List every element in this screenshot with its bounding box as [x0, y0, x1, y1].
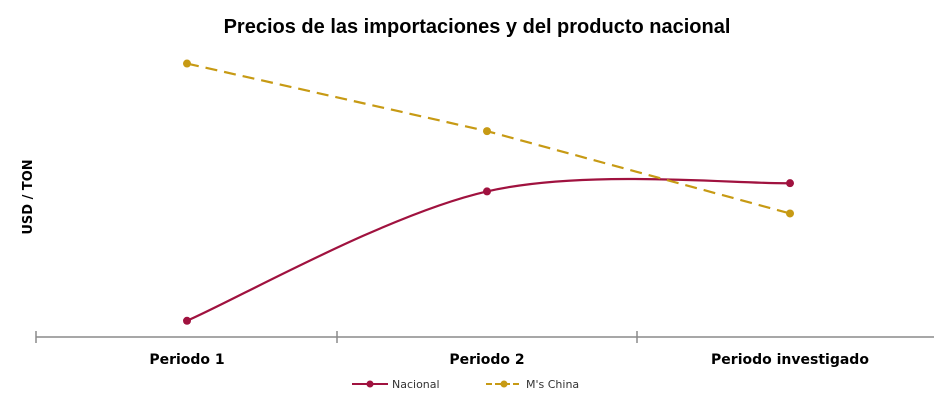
- y-axis-label: USD / TON: [21, 159, 36, 234]
- data-point: [183, 316, 191, 325]
- data-point: [183, 59, 191, 68]
- legend: Nacional M's China: [352, 378, 579, 391]
- legend-swatch-marker: [366, 380, 374, 388]
- data-point: [786, 179, 794, 188]
- legend-swatch-marker: [500, 380, 508, 388]
- x-tick-label: Periodo 2: [449, 352, 524, 368]
- chart-title: Precios de las importaciones y del produ…: [224, 16, 731, 38]
- data-point: [786, 209, 794, 218]
- series-layer: [183, 59, 794, 325]
- legend-item: M's China: [486, 378, 579, 391]
- series-line-nacional: [186, 177, 791, 322]
- legend-label: M's China: [526, 378, 579, 391]
- x-tick-label: Periodo investigado: [711, 352, 869, 368]
- legend-item: Nacional: [352, 378, 440, 391]
- x-tick-label: Periodo 1: [149, 352, 224, 368]
- legend-label: Nacional: [392, 378, 440, 391]
- data-point: [483, 187, 491, 196]
- data-point: [483, 127, 491, 136]
- x-axis: Periodo 1 Periodo 2 Periodo investigado: [35, 331, 934, 368]
